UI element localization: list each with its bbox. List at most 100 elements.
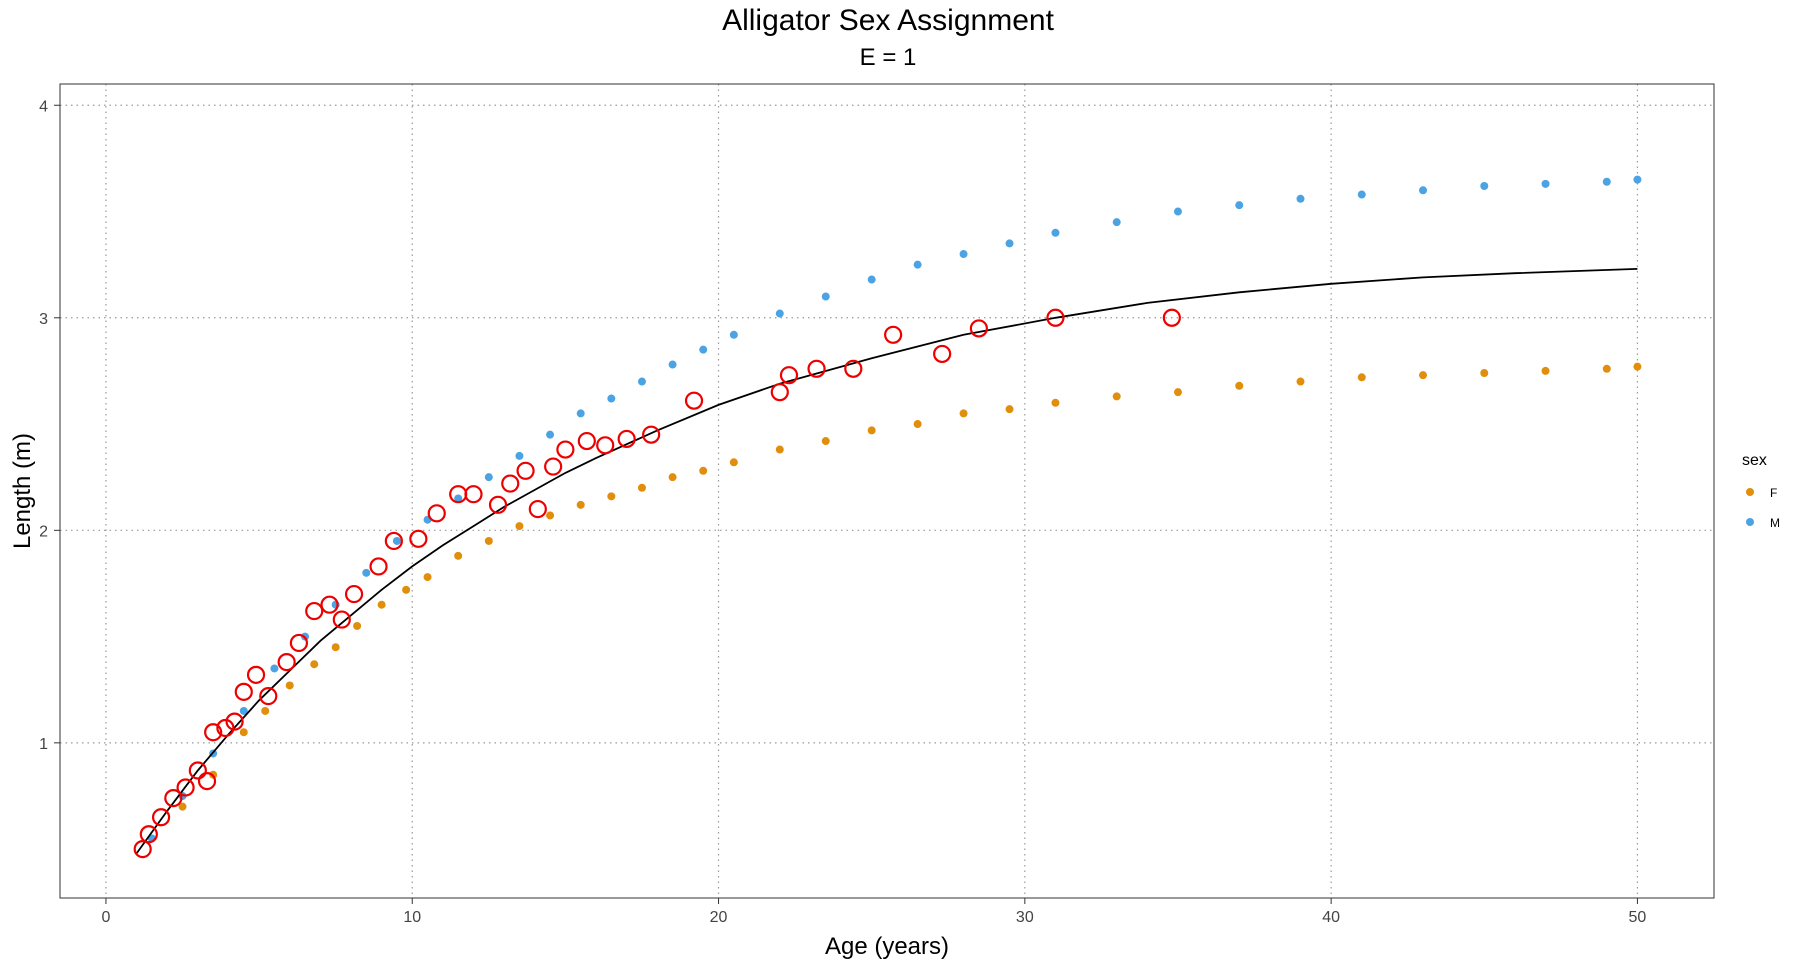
data-point-m: [1051, 228, 1060, 237]
highlight-ring: [225, 712, 244, 731]
data-point-m: [515, 451, 524, 460]
y-tick-label: 2: [39, 523, 48, 540]
data-point-f: [867, 426, 876, 435]
highlight-ring: [289, 633, 309, 653]
x-tick-label: 40: [1322, 909, 1340, 926]
data-point-f: [1602, 364, 1611, 373]
highlight-ring: [642, 425, 661, 444]
highlight-ring: [807, 359, 826, 378]
highlight-ring: [216, 718, 235, 738]
chart-title: Alligator Sex Assignment: [722, 4, 1054, 37]
data-point-f: [484, 536, 493, 545]
highlight-ring: [501, 474, 520, 493]
highlight-ring: [556, 440, 575, 459]
data-point-f: [699, 466, 708, 475]
highlight-ring: [344, 584, 364, 604]
x-tick-label: 50: [1629, 909, 1647, 926]
data-point-f: [1235, 381, 1244, 390]
legend-key-m: [1746, 518, 1754, 526]
data-point-f: [637, 483, 646, 492]
highlight-ring: [1162, 308, 1181, 327]
highlight-ring: [617, 429, 636, 449]
x-tick-label: 30: [1016, 909, 1034, 926]
data-point-m: [1480, 182, 1489, 191]
data-point-f: [331, 643, 340, 652]
y-tick-label: 3: [39, 311, 48, 328]
chart-subtitle: E = 1: [859, 44, 917, 71]
data-point-m: [867, 275, 876, 284]
highlight-ring: [409, 529, 428, 548]
data-point-m: [668, 360, 677, 369]
y-axis-title: Length (m): [9, 433, 36, 549]
x-tick-label: 0: [101, 909, 110, 926]
data-point-m: [1541, 179, 1550, 188]
highlight-ring: [234, 682, 253, 701]
data-point-f: [913, 420, 922, 429]
data-point-m: [362, 568, 371, 577]
legend-label-m: M: [1770, 516, 1780, 530]
highlight-ring: [1046, 308, 1065, 327]
highlight-ring: [544, 457, 563, 476]
data-point-m: [1357, 190, 1366, 199]
highlight-ring: [528, 499, 547, 519]
data-point-m: [1005, 239, 1014, 248]
highlight-ring: [384, 531, 403, 551]
highlight-ring: [277, 652, 296, 672]
data-point-m: [392, 536, 401, 545]
data-point-f: [1005, 405, 1014, 414]
highlight-ring: [305, 601, 324, 621]
highlight-ring: [133, 840, 152, 859]
data-point-m: [546, 430, 555, 439]
data-point-f: [402, 585, 411, 594]
legend-key-f: [1746, 488, 1754, 496]
x-tick-label: 10: [403, 909, 421, 926]
data-point-f: [1296, 377, 1305, 386]
x-tick-label: 20: [710, 909, 728, 926]
highlight-ring: [204, 723, 223, 742]
data-point-m: [775, 309, 784, 318]
data-point-m: [699, 345, 708, 354]
data-point-f: [423, 573, 432, 582]
highlight-ring: [596, 436, 615, 455]
highlight-ring: [969, 319, 988, 338]
y-tick-label: 1: [39, 736, 48, 753]
data-point-m: [729, 330, 738, 339]
highlight-ring: [933, 344, 952, 364]
highlight-ring: [197, 772, 217, 791]
fit-curve: [135, 268, 1638, 854]
plot-panel-border: [59, 83, 1715, 899]
highlight-ring: [151, 808, 171, 827]
highlight-ring: [369, 557, 388, 576]
data-point-f: [1419, 371, 1428, 380]
data-point-f: [1112, 392, 1121, 401]
highlight-ring: [246, 665, 266, 684]
data-point-m: [1296, 194, 1305, 203]
data-point-m: [1235, 201, 1244, 210]
data-point-f: [607, 492, 616, 501]
data-point-f: [239, 728, 248, 737]
highlight-ring: [139, 825, 158, 844]
data-point-f: [775, 445, 784, 454]
data-point-f: [1633, 362, 1642, 371]
data-point-f: [729, 458, 738, 467]
data-point-m: [484, 473, 493, 482]
data-point-m: [1173, 207, 1182, 216]
highlight-ring: [188, 761, 207, 780]
highlight-ring: [259, 686, 278, 706]
data-point-f: [377, 600, 386, 609]
highlight-ring: [844, 359, 863, 378]
data-point-f: [515, 522, 524, 531]
highlight-ring: [427, 504, 446, 523]
highlight-ring: [164, 789, 183, 808]
data-point-m: [821, 292, 830, 301]
data-point-m: [576, 409, 585, 418]
highlight-ring: [516, 461, 535, 480]
data-point-m: [637, 377, 646, 386]
highlight-ring: [577, 431, 596, 451]
data-point-f: [1173, 388, 1182, 397]
data-point-f: [1051, 398, 1060, 407]
data-point-f: [576, 500, 585, 509]
data-point-f: [821, 437, 830, 446]
highlight-ring: [332, 610, 351, 629]
